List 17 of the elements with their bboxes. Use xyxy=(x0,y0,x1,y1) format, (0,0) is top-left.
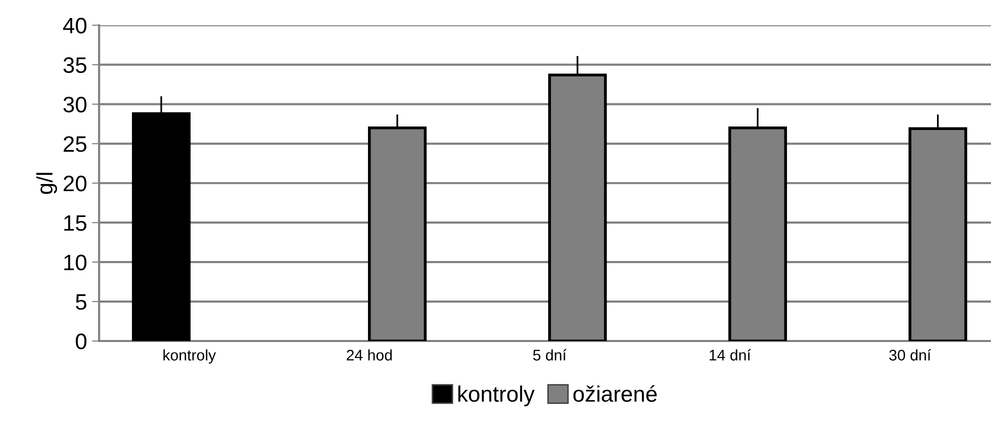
legend-label: kontroly xyxy=(458,386,535,406)
y-tick-label: 30 xyxy=(63,96,86,112)
y-tick-label: 35 xyxy=(63,57,86,73)
y-tick-label: 25 xyxy=(64,136,86,152)
y-axis-title: g/l xyxy=(36,172,58,194)
x-tick-label: 5 dní xyxy=(533,349,566,361)
y-tick-label: 40 xyxy=(63,18,86,34)
legend-label: ožiarené xyxy=(573,385,657,402)
x-tick-label: kontroly xyxy=(163,349,216,364)
y-tick-label: 5 xyxy=(76,294,86,310)
y-tick-label: 0 xyxy=(76,334,86,350)
x-tick-label: 14 dní xyxy=(710,349,751,361)
y-tick-label: 15 xyxy=(64,215,86,231)
y-tick-label: 20 xyxy=(64,176,86,192)
y-tick-label: 10 xyxy=(64,254,86,270)
x-tick-label: 24 hod xyxy=(346,349,392,361)
x-tick-label: 30 dní xyxy=(889,349,932,361)
